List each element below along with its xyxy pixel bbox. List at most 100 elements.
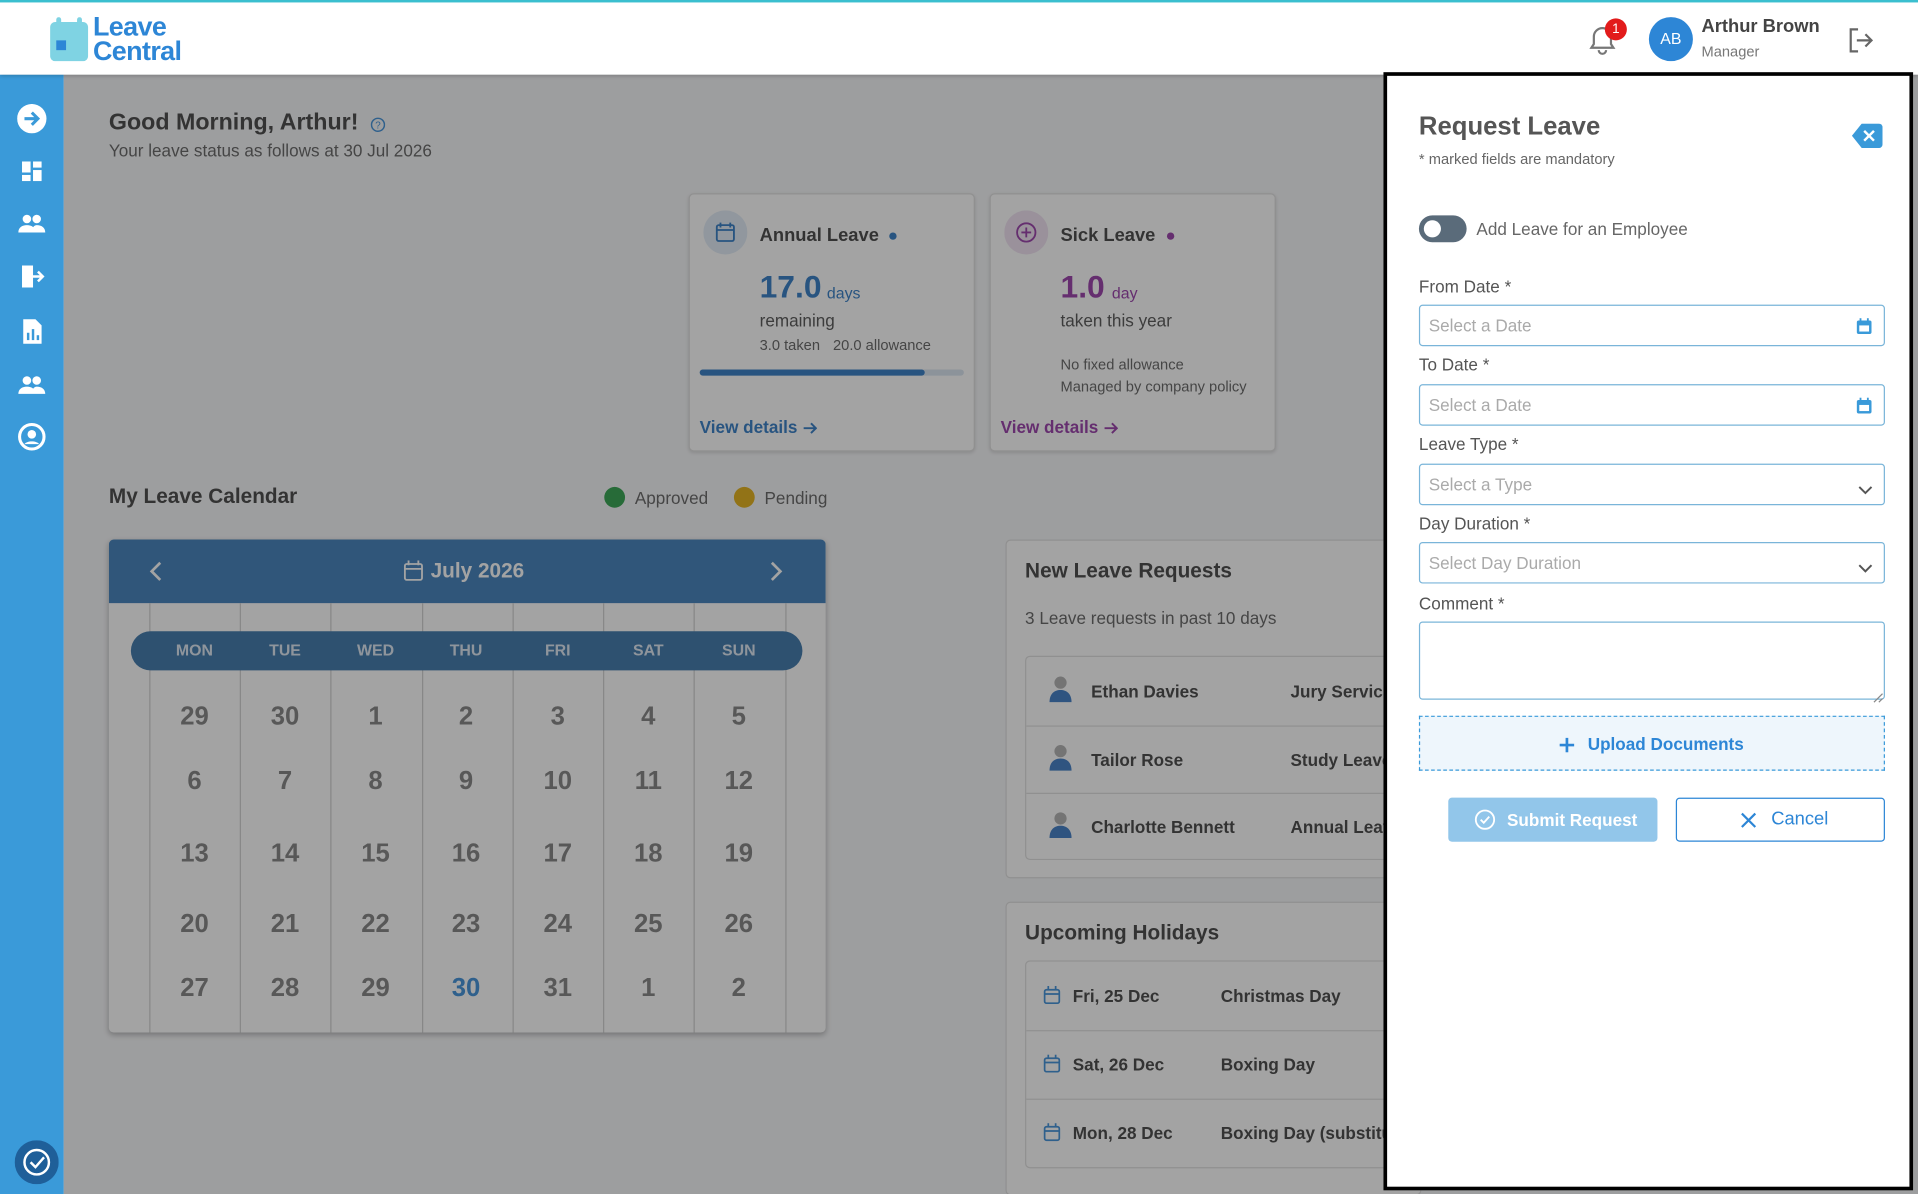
calendar-day[interactable]: 1 <box>641 973 656 1002</box>
field-label: Day Duration * <box>1418 513 1531 534</box>
card-icon <box>703 210 748 260</box>
form-input[interactable]: Select Day Duration <box>1418 541 1885 584</box>
plus-icon-svg <box>1559 737 1575 753</box>
legend-dot <box>604 486 626 508</box>
prev-month[interactable] <box>149 561 164 588</box>
request-type: Jury Service <box>1290 681 1393 702</box>
calendar-day[interactable]: 5 <box>731 702 746 731</box>
calendar-day[interactable]: 29 <box>361 973 390 1002</box>
calendar-day[interactable]: 30 <box>270 702 300 731</box>
calendar-day[interactable]: 1 <box>368 702 383 731</box>
calendar-day[interactable]: 9 <box>458 767 474 796</box>
logo-text: Leave <box>92 11 167 42</box>
calendar-day[interactable]: 10 <box>543 767 573 796</box>
calendar-day[interactable]: 22 <box>361 910 390 939</box>
view-details-link[interactable]: View details <box>699 417 798 437</box>
input-placeholder: Select a Type <box>1428 474 1533 495</box>
card-amount: 17.0 <box>759 267 822 305</box>
view-details-link[interactable]: View details <box>1000 417 1099 437</box>
weekday-label: THU <box>449 641 483 660</box>
calendar-day[interactable]: 7 <box>277 767 293 796</box>
help-widget[interactable] <box>14 1140 59 1190</box>
calendar-day[interactable]: 14 <box>270 839 300 868</box>
calendar-icon <box>1856 397 1873 421</box>
calendar-day[interactable]: 3 <box>550 702 565 731</box>
weekday-label: SUN <box>722 641 756 660</box>
logout-icon[interactable] <box>1847 27 1874 60</box>
nav-icon[interactable] <box>17 103 47 139</box>
calendar-day[interactable]: 26 <box>724 910 754 939</box>
next-month[interactable] <box>768 561 783 588</box>
calendar-day[interactable]: 12 <box>724 767 754 796</box>
toggle-knob <box>1423 220 1441 238</box>
toggle[interactable] <box>1418 215 1467 243</box>
card-caption: taken this year <box>1060 310 1172 331</box>
nav-icon[interactable] <box>17 371 46 406</box>
calendar-day[interactable]: 4 <box>641 702 656 731</box>
cancel-button[interactable]: Cancel <box>1675 797 1885 842</box>
calendar-day[interactable]: 13 <box>180 839 209 868</box>
mandatory-note: * marked fields are mandatory <box>1418 150 1615 168</box>
calendar-day[interactable]: 11 <box>634 767 662 796</box>
nav-icon[interactable] <box>17 422 46 457</box>
calendar-day[interactable]: 23 <box>451 910 481 939</box>
calendar-day[interactable]: 24 <box>543 910 573 939</box>
grid-line <box>422 603 424 1033</box>
calendar-day[interactable]: 29 <box>180 702 209 731</box>
calendar-day[interactable]: 25 <box>634 910 663 939</box>
calendar-day[interactable]: 2 <box>458 702 474 731</box>
calendar-day[interactable]: 21 <box>270 910 300 939</box>
card-amount: 1.0 <box>1060 267 1105 305</box>
calendar-day[interactable]: 19 <box>724 839 754 868</box>
weekday-label: FRI <box>544 641 571 660</box>
greeting-subtitle: Your leave status as follows at 30 Jul 2… <box>108 140 432 161</box>
submit-button[interactable]: Submit Request <box>1448 797 1658 842</box>
calendar-day[interactable]: 20 <box>180 910 209 939</box>
input-placeholder: Select a Date <box>1428 395 1532 415</box>
logo-icon-svg <box>50 17 89 62</box>
nav-icon[interactable] <box>17 317 46 352</box>
nav-icon[interactable] <box>17 262 46 297</box>
close-button[interactable] <box>1851 123 1883 155</box>
row-divider <box>1026 724 1430 727</box>
avatar-icon-svg <box>1049 676 1072 703</box>
nav-icon-svg <box>18 376 46 394</box>
nav-icon-svg <box>22 161 42 182</box>
date-icon <box>1043 1054 1061 1079</box>
calendar-day[interactable]: 28 <box>270 973 300 1002</box>
upload-area[interactable]: Upload Documents <box>1418 715 1885 771</box>
notification-badge: 1 <box>1604 18 1627 41</box>
form-input[interactable]: Select a Date <box>1418 384 1885 426</box>
chevron-icon <box>1858 558 1873 580</box>
calendar-day[interactable]: 2 <box>731 973 746 1002</box>
calendar-day[interactable]: 30 <box>451 973 481 1002</box>
nav-icon-svg <box>22 265 45 288</box>
request-name: Ethan Davies <box>1091 681 1199 702</box>
calendar-day[interactable]: 27 <box>180 973 209 1002</box>
calendar-day[interactable]: 6 <box>187 767 202 796</box>
avatar-icon-svg <box>1049 744 1072 771</box>
calendar-day[interactable]: 17 <box>543 839 573 868</box>
arrow-icon-svg <box>803 422 818 434</box>
calendar-day[interactable]: 18 <box>634 839 663 868</box>
comment-textarea[interactable] <box>1418 621 1885 703</box>
legend-label: Approved <box>634 488 709 508</box>
calendar-day[interactable]: 8 <box>368 767 383 796</box>
calendar-day[interactable]: 16 <box>451 839 481 868</box>
nav-icon[interactable] <box>17 157 46 192</box>
row-divider <box>1026 1030 1430 1032</box>
month-icon <box>403 560 424 587</box>
grid-line <box>603 603 605 1033</box>
calendar-day[interactable]: 15 <box>361 839 390 868</box>
avatar-icon-svg <box>1049 812 1072 839</box>
nav-icon-svg <box>23 319 42 344</box>
prev-month-svg <box>149 561 162 581</box>
upload-label: Upload Documents <box>1587 734 1744 754</box>
nav-icon[interactable] <box>17 209 46 244</box>
form-input[interactable]: Select a Type <box>1418 463 1885 506</box>
form-input[interactable]: Select a Date <box>1418 304 1885 347</box>
card-detail: 20.0 allowance <box>833 336 931 354</box>
holiday-date: Mon, 28 Dec <box>1072 1123 1173 1143</box>
progress-fill <box>699 369 925 376</box>
calendar-day[interactable]: 31 <box>543 973 573 1002</box>
